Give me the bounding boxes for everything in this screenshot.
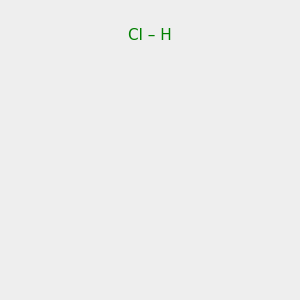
- Text: Cl – H: Cl – H: [128, 28, 172, 44]
